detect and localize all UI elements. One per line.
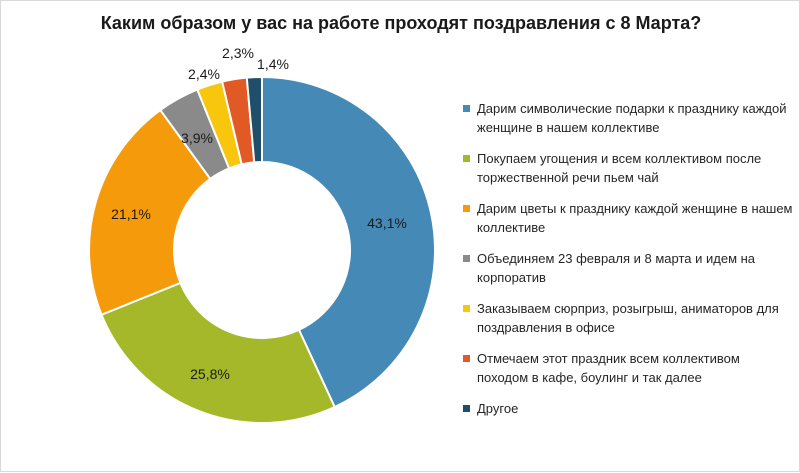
slice-value-label-4: 3,9%	[181, 130, 213, 146]
legend-item-6: Отмечаем этот праздник всем коллективом …	[463, 349, 793, 387]
slice-value-label-3: 21,1%	[111, 206, 151, 222]
legend-item-7: Другое	[463, 399, 793, 418]
legend-label-4: Объединяем 23 февраля и 8 марта и идем н…	[477, 251, 756, 285]
legend-label-2: Покупаем угощения и всем коллективом пос…	[477, 151, 762, 185]
legend-swatch-7	[463, 405, 470, 412]
donut-slice-1	[261, 75, 436, 409]
slice-value-label-7: 1,4%	[257, 56, 289, 72]
chart-legend: Дарим символические подарки к празднику …	[463, 99, 793, 430]
legend-item-1: Дарим символические подарки к празднику …	[463, 99, 793, 137]
legend-item-2: Покупаем угощения и всем коллективом пос…	[463, 149, 793, 187]
slice-value-label-5: 2,4%	[188, 66, 220, 82]
legend-swatch-5	[463, 305, 470, 312]
chart-title: Каким образом у вас на работе проходят п…	[100, 13, 702, 33]
slice-value-label-1: 43,1%	[367, 215, 407, 231]
donut-slice-7	[245, 75, 263, 164]
legend-item-3: Дарим цветы к празднику каждой женщине в…	[463, 199, 793, 237]
legend-swatch-1	[463, 105, 470, 112]
legend-swatch-3	[463, 205, 470, 212]
legend-label-1: Дарим символические подарки к празднику …	[477, 101, 787, 135]
legend-label-3: Дарим цветы к празднику каждой женщине в…	[477, 201, 793, 235]
slice-value-label-6: 2,3%	[222, 45, 254, 61]
legend-swatch-6	[463, 355, 470, 362]
donut-slice-3	[88, 108, 212, 316]
legend-item-5: Заказываем сюрприз, розыгрыш, аниматоров…	[463, 299, 793, 337]
slice-value-label-2: 25,8%	[190, 366, 230, 382]
legend-item-4: Объединяем 23 февраля и 8 марта и идем н…	[463, 249, 793, 287]
legend-label-7: Другое	[477, 401, 519, 416]
legend-label-6: Отмечаем этот праздник всем коллективом …	[477, 351, 740, 385]
legend-swatch-4	[463, 255, 470, 262]
legend-swatch-2	[463, 155, 470, 162]
donut-slice-2	[100, 281, 337, 424]
legend-label-5: Заказываем сюрприз, розыгрыш, аниматоров…	[477, 301, 779, 335]
